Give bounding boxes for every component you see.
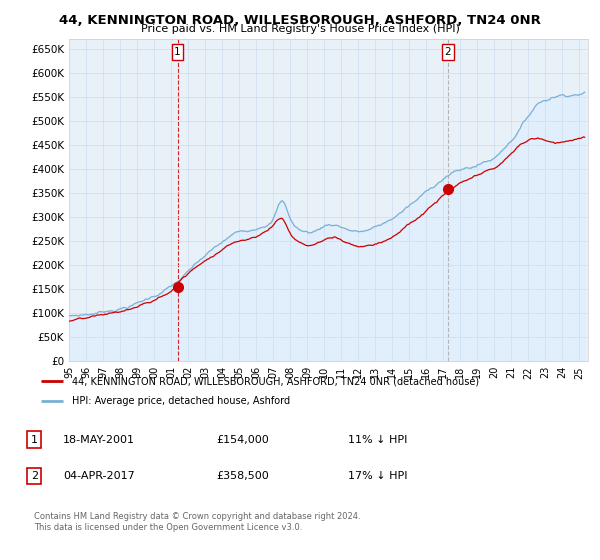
Text: Price paid vs. HM Land Registry's House Price Index (HPI): Price paid vs. HM Land Registry's House … bbox=[140, 24, 460, 34]
Text: 2: 2 bbox=[445, 47, 451, 57]
Text: £154,000: £154,000 bbox=[216, 435, 269, 445]
Text: 2: 2 bbox=[31, 471, 38, 481]
Text: 04-APR-2017: 04-APR-2017 bbox=[63, 471, 135, 481]
Text: Contains HM Land Registry data © Crown copyright and database right 2024.
This d: Contains HM Land Registry data © Crown c… bbox=[34, 512, 361, 532]
Text: 1: 1 bbox=[31, 435, 38, 445]
Text: 17% ↓ HPI: 17% ↓ HPI bbox=[348, 471, 407, 481]
Text: 11% ↓ HPI: 11% ↓ HPI bbox=[348, 435, 407, 445]
Text: HPI: Average price, detached house, Ashford: HPI: Average price, detached house, Ashf… bbox=[71, 396, 290, 406]
Text: £358,500: £358,500 bbox=[216, 471, 269, 481]
Text: 44, KENNINGTON ROAD, WILLESBOROUGH, ASHFORD, TN24 0NR (detached house): 44, KENNINGTON ROAD, WILLESBOROUGH, ASHF… bbox=[71, 376, 479, 386]
Text: 44, KENNINGTON ROAD, WILLESBOROUGH, ASHFORD, TN24 0NR: 44, KENNINGTON ROAD, WILLESBOROUGH, ASHF… bbox=[59, 14, 541, 27]
Text: 18-MAY-2001: 18-MAY-2001 bbox=[63, 435, 135, 445]
Text: 1: 1 bbox=[174, 47, 181, 57]
